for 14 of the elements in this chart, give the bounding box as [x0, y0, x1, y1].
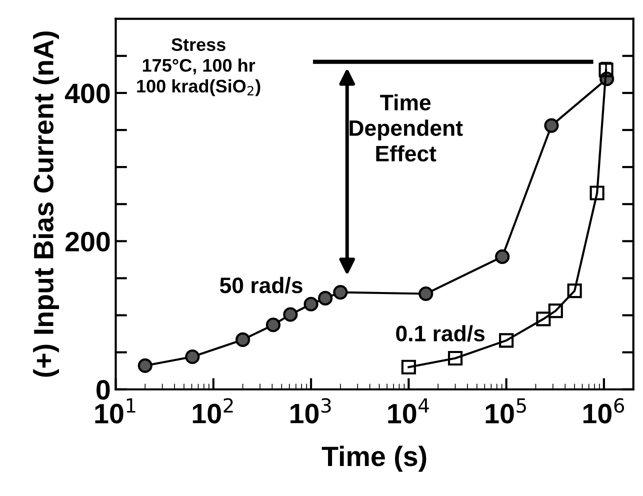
- y-tick-label: 400: [64, 84, 110, 104]
- y-axis-title: (+) Input Bias Current (nA): [33, 31, 59, 377]
- x-tick-label: 10$^{3}$: [290, 398, 331, 424]
- y-tick-label: 0: [96, 380, 110, 400]
- annotation: Time Dependent Effect: [350, 94, 463, 162]
- series-label: 0.1 rad/s: [396, 325, 485, 342]
- x-tick-label: 10$^{5}$: [486, 398, 526, 424]
- y-tick-label: 200: [66, 232, 110, 252]
- x-tick-label: 10$^{2}$: [192, 398, 233, 424]
- series-label: 50 rad/s: [220, 276, 302, 294]
- annotation: Stress 175°C, 100 hr 100 krad(SiO$_{2}$): [137, 38, 260, 96]
- x-axis-title: Time (s): [322, 446, 426, 472]
- x-tick-label: 10$^{6}$: [583, 398, 624, 424]
- x-tick-label: 10$^{4}$: [388, 398, 429, 424]
